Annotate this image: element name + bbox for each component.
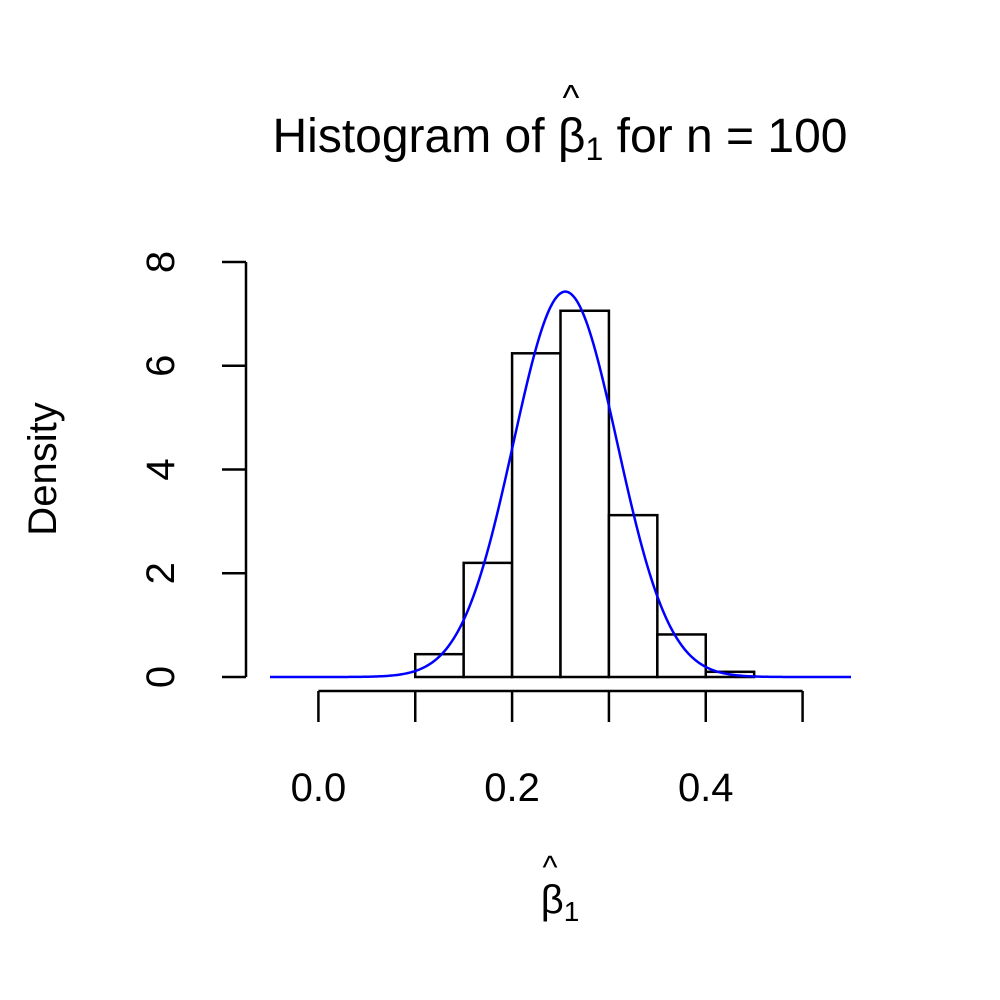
x-axis-label: β1 ^ (541, 849, 580, 927)
y-tick-label: 4 (139, 458, 183, 480)
y-tick-label: 0 (139, 666, 183, 688)
chart-title-hat: ^ (563, 77, 580, 118)
x-axis-label-subscript: 1 (564, 896, 580, 927)
histogram-bar (656, 633, 707, 679)
svg-text:Histogram of β1 for n = 100: Histogram of β1 for n = 100 (273, 110, 848, 167)
density-curve-group (270, 290, 851, 679)
chart-title-prefix: Histogram of (273, 110, 558, 163)
histogram-bar (462, 561, 514, 679)
chart-title-subscript: 1 (586, 131, 604, 167)
histogram-bars (414, 309, 756, 679)
axes: 0 2 4 6 8 0.0 0.2 0.4 (139, 251, 804, 810)
y-tick-label: 2 (139, 562, 183, 584)
chart-title: Histogram of β1 for n = 100 ^ (273, 77, 848, 167)
x-tick-label: 0.2 (484, 766, 540, 810)
histogram-bar (510, 352, 562, 679)
svg-text:β1: β1 (541, 878, 580, 927)
x-tick-label: 0.0 (291, 766, 347, 810)
x-axis-label-symbol: β (541, 878, 564, 922)
y-axis-label: Density (21, 402, 65, 535)
x-tick-label: 0.4 (678, 766, 734, 810)
chart-title-suffix: for n = 100 (603, 110, 847, 163)
density-curve (270, 290, 851, 679)
chart-title-symbol: β (558, 110, 586, 163)
x-axis-label-hat: ^ (542, 849, 557, 885)
histogram-bar (607, 513, 659, 679)
y-tick-label: 8 (139, 251, 183, 273)
y-tick-label: 6 (139, 355, 183, 377)
histogram-bar (559, 309, 611, 679)
